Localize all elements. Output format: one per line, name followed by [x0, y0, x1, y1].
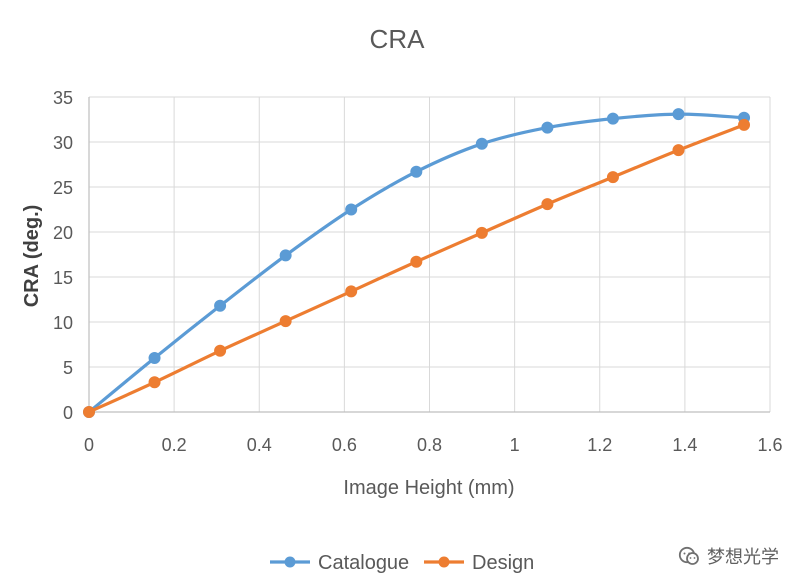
data-point-catalogue — [214, 299, 227, 312]
data-point-design — [83, 406, 95, 418]
x-tick-label: 0.8 — [417, 435, 442, 455]
data-point-catalogue — [672, 108, 685, 121]
data-point-design — [148, 376, 161, 389]
y-tick-label: 30 — [53, 133, 73, 153]
legend-label-design: Design — [472, 552, 534, 574]
legend: Catalogue Design — [270, 552, 534, 574]
gridlines — [89, 96, 771, 412]
x-tick-label: 1.2 — [587, 435, 612, 455]
data-point-design — [672, 144, 685, 157]
tick-labels: 0 5 10 15 20 25 30 35 0 0.2 0.4 0.6 0.8 1 1.2 1.4 1.6 — [53, 88, 783, 455]
y-axis-label: CRA (deg.) — [21, 205, 43, 308]
x-tick-label: 1.6 — [757, 435, 782, 455]
data-point-catalogue — [606, 112, 619, 125]
x-axis-label: Image Height (mm) — [343, 477, 514, 499]
x-tick-label: 1 — [510, 435, 520, 455]
data-point-design — [606, 171, 619, 184]
watermark: 梦想光学 — [678, 543, 779, 569]
data-point-design — [345, 285, 358, 298]
y-tick-label: 25 — [53, 178, 73, 198]
data-point-design — [279, 315, 292, 328]
data-point-design — [475, 226, 488, 239]
wechat-logo-icon — [678, 546, 699, 565]
data-point-catalogue — [541, 121, 554, 134]
y-tick-label: 35 — [53, 88, 73, 108]
x-tick-label: 0.2 — [162, 435, 187, 455]
y-tick-label: 10 — [53, 313, 73, 333]
y-tick-label: 20 — [53, 223, 73, 243]
data-point-catalogue — [279, 249, 292, 262]
data-point-design — [410, 255, 423, 268]
axes — [88, 97, 770, 413]
x-tick-label: 1.4 — [672, 435, 697, 455]
chart-title: CRA — [370, 24, 426, 54]
data-point-catalogue — [345, 203, 358, 216]
legend-marker-catalogue — [284, 556, 296, 568]
y-tick-label: 15 — [53, 268, 73, 288]
data-point-design — [541, 198, 554, 211]
x-tick-label: 0.4 — [247, 435, 272, 455]
legend-marker-design — [438, 556, 450, 568]
data-point-design — [214, 344, 227, 357]
data-series — [83, 108, 751, 418]
y-tick-label: 5 — [63, 358, 73, 378]
y-tick-label: 0 — [63, 403, 73, 423]
data-point-catalogue — [410, 165, 423, 178]
data-point-catalogue — [148, 352, 161, 364]
x-tick-label: 0 — [84, 435, 94, 455]
data-point-design — [738, 118, 751, 131]
x-tick-label: 0.6 — [332, 435, 357, 455]
watermark-text: 梦想光学 — [707, 547, 779, 568]
legend-label-catalogue: Catalogue — [318, 552, 409, 574]
data-point-catalogue — [475, 137, 488, 150]
